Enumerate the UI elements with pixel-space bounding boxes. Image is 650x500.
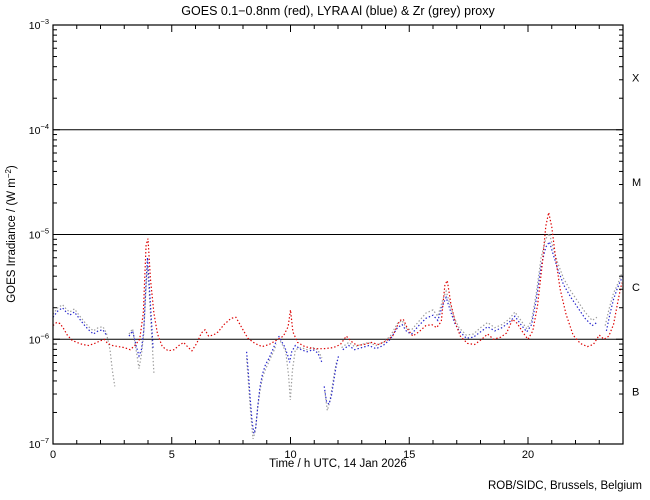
y-tick-label: 10−5 bbox=[29, 227, 49, 242]
series-curve-lyra-zr-proxy bbox=[604, 273, 623, 326]
series-curve-goes-0-1-0-8nm bbox=[53, 212, 623, 352]
series-curve-lyra-zr-proxy bbox=[341, 232, 598, 349]
y-tick-label: 10−3 bbox=[29, 17, 49, 32]
data-series-group bbox=[53, 212, 623, 439]
x-tick-label: 5 bbox=[169, 449, 175, 461]
series-curve-lyra-al-proxy bbox=[278, 335, 323, 363]
series-curve-lyra-zr-proxy bbox=[324, 360, 338, 411]
chart-title: GOES 0.1−0.8nm (red), LYRA Al (blue) & Z… bbox=[181, 4, 495, 18]
y-tick-label: 10−6 bbox=[29, 331, 49, 346]
flare-class-label-c: C bbox=[632, 282, 640, 294]
series-curve-lyra-zr-proxy bbox=[53, 303, 116, 387]
y-tick-label: 10−7 bbox=[29, 436, 49, 451]
flare-class-label-x: X bbox=[632, 72, 640, 84]
series-curve-lyra-al-proxy bbox=[323, 355, 340, 406]
y-axis-title: GOES Irradiance / (W m−2) bbox=[4, 165, 18, 303]
x-tick-label: 20 bbox=[522, 449, 534, 461]
credit-text: ROB/SIDC, Brussels, Belgium bbox=[488, 480, 642, 492]
series-curve-lyra-al-proxy bbox=[246, 341, 277, 434]
series-curve-lyra-zr-proxy bbox=[278, 337, 323, 401]
series-curve-lyra-zr-proxy bbox=[128, 265, 155, 373]
x-tick-label: 15 bbox=[403, 449, 415, 461]
x-tick-label: 0 bbox=[50, 449, 56, 461]
series-curve-lyra-al-proxy bbox=[53, 307, 107, 336]
x-axis-title: Time / h UTC, 14 Jan 2026 bbox=[269, 458, 407, 470]
series-curve-lyra-zr-proxy bbox=[246, 344, 277, 439]
x-tick-label: 10 bbox=[284, 449, 296, 461]
flare-class-label-b: B bbox=[632, 387, 639, 399]
series-curve-lyra-al-proxy bbox=[128, 257, 154, 358]
y-tick-label: 10−4 bbox=[29, 122, 49, 137]
axes-group: 10−3 10−4 10−5 10−6 10−70 5 10 15 20 X M C B bbox=[29, 17, 641, 461]
flare-class-label-m: M bbox=[632, 177, 641, 189]
series-curve-lyra-al-proxy bbox=[605, 276, 623, 332]
series-curve-lyra-al-proxy bbox=[342, 240, 598, 351]
flare-class-boundary-lines bbox=[53, 129, 623, 340]
